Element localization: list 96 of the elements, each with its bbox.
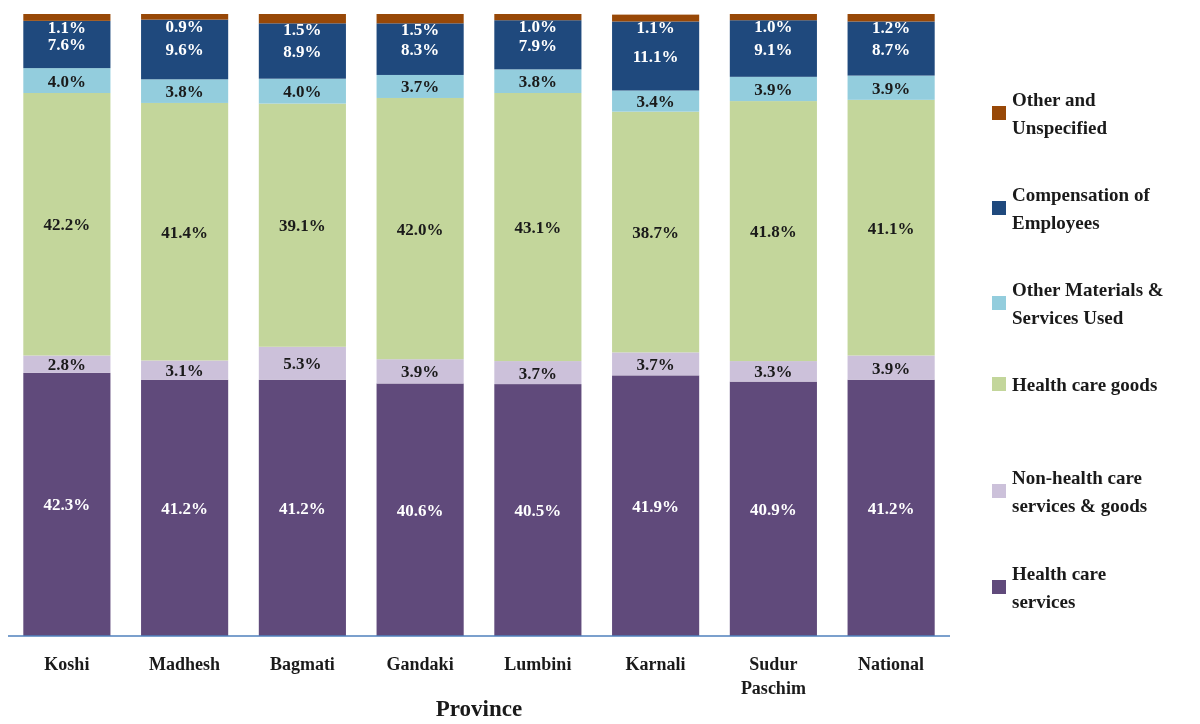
data-label: 7.6% xyxy=(47,35,86,55)
data-label: 4.0% xyxy=(47,71,86,91)
data-label: 1.5% xyxy=(283,20,322,40)
data-label: 9.1% xyxy=(754,39,793,59)
bar xyxy=(612,375,700,636)
data-label: 3.4% xyxy=(636,92,675,112)
data-label: 41.1% xyxy=(867,218,915,238)
data-label: 1.0% xyxy=(518,17,557,37)
bar xyxy=(141,14,229,20)
legend-label: Other Materials & Services Used xyxy=(1012,279,1164,328)
bar xyxy=(494,384,582,636)
data-label: 42.0% xyxy=(396,219,444,239)
bar xyxy=(258,14,346,24)
data-label: 1.1% xyxy=(636,18,675,38)
bar xyxy=(258,23,346,79)
bar xyxy=(612,21,700,91)
bar xyxy=(376,14,464,24)
data-label: 1.5% xyxy=(401,20,440,40)
data-label: 3.9% xyxy=(872,78,911,98)
data-label: 0.9% xyxy=(165,16,204,36)
x-tick-label: National xyxy=(858,654,925,674)
bar xyxy=(847,379,935,636)
x-tick-label: Gandaki xyxy=(386,654,454,674)
data-label: 3.1% xyxy=(165,361,204,381)
data-label: 41.2% xyxy=(867,498,915,518)
data-label: 41.2% xyxy=(161,498,208,518)
bar xyxy=(258,346,346,380)
data-label: 2.8% xyxy=(47,355,86,375)
legend-label: Health care goods xyxy=(1012,374,1158,395)
bar xyxy=(141,379,229,636)
data-label: 8.9% xyxy=(283,42,322,62)
data-label: 8.3% xyxy=(401,40,440,60)
x-tick-label: Madhesh xyxy=(149,654,221,674)
data-label: 3.9% xyxy=(401,362,440,382)
data-label: 41.9% xyxy=(632,496,679,516)
bar xyxy=(258,103,346,347)
bar xyxy=(376,97,464,360)
data-label: 40.9% xyxy=(750,499,797,519)
data-label: 41.4% xyxy=(161,222,208,242)
data-label: 40.5% xyxy=(514,501,562,521)
bar xyxy=(23,92,111,356)
data-label: 3.7% xyxy=(401,77,440,97)
data-label: 11.1% xyxy=(632,46,679,66)
data-label: 42.2% xyxy=(43,215,91,235)
bar xyxy=(729,20,817,77)
data-label: 4.0% xyxy=(283,82,322,102)
bar xyxy=(847,99,935,356)
data-label: 42.3% xyxy=(43,495,91,515)
bar xyxy=(494,69,582,93)
x-tick-label: Sudur Paschim xyxy=(740,654,806,698)
bar xyxy=(141,102,229,361)
bar xyxy=(494,14,582,21)
bar xyxy=(847,14,935,22)
x-tick-label: Koshi xyxy=(44,654,90,674)
legend-label: Other and Unspecified xyxy=(1012,89,1108,138)
legend-label: Non-health care services & goods xyxy=(1012,467,1148,516)
bar xyxy=(376,23,464,75)
data-label: 3.3% xyxy=(754,362,793,382)
bar xyxy=(23,14,111,21)
bar xyxy=(729,381,817,636)
legend-label: Health care services xyxy=(1012,563,1107,612)
data-label: 9.6% xyxy=(165,40,204,60)
data-label: 3.9% xyxy=(872,358,911,378)
bar xyxy=(612,111,700,353)
data-label: 3.8% xyxy=(165,82,204,102)
data-label: 3.8% xyxy=(518,72,557,92)
data-label: 7.9% xyxy=(518,35,557,55)
bar xyxy=(729,14,817,21)
data-label: 8.7% xyxy=(872,39,911,59)
data-label: 3.7% xyxy=(636,354,675,374)
data-label: 38.7% xyxy=(632,223,679,243)
bar xyxy=(729,101,817,362)
bar xyxy=(847,21,935,76)
legend-label: Compensation of Employees xyxy=(1012,184,1151,233)
data-label: 39.1% xyxy=(279,216,326,236)
bar xyxy=(258,379,346,636)
data-label: 5.3% xyxy=(283,354,322,374)
x-tick-label: Lumbini xyxy=(504,654,572,674)
data-label: 40.6% xyxy=(396,500,444,520)
bar xyxy=(141,360,229,380)
x-axis-title: Province xyxy=(435,696,523,721)
x-tick-label: Bagmati xyxy=(269,654,335,674)
data-label: 1.1% xyxy=(47,17,86,37)
data-label: 41.2% xyxy=(279,498,326,518)
data-label: 43.1% xyxy=(514,218,562,238)
data-label: 41.8% xyxy=(750,222,797,242)
bar xyxy=(141,79,229,103)
bar xyxy=(494,92,582,362)
data-label: 3.7% xyxy=(518,363,557,383)
data-label: 3.9% xyxy=(754,79,793,99)
bar xyxy=(847,355,935,380)
x-tick-label: Karnali xyxy=(625,654,686,674)
data-label: 1.0% xyxy=(754,17,793,37)
bar xyxy=(376,383,464,636)
bar xyxy=(23,372,111,636)
data-label: 1.2% xyxy=(872,18,911,38)
